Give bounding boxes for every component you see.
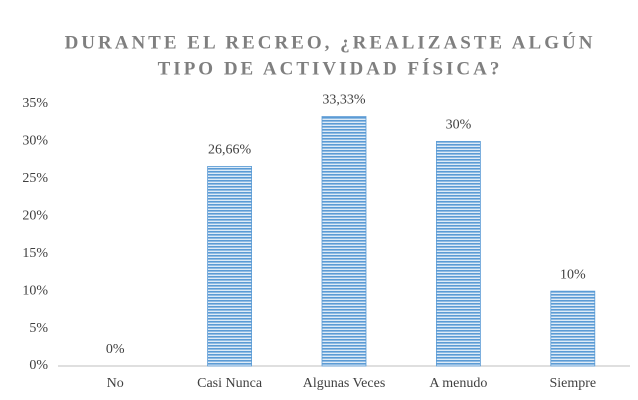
data-label: 30% — [446, 118, 472, 133]
data-label: 0% — [106, 342, 125, 357]
y-tick-label: 15% — [22, 246, 48, 261]
bar — [207, 166, 253, 367]
y-tick-label: 20% — [22, 209, 48, 224]
y-tick-label: 30% — [22, 134, 48, 149]
y-tick-label: 35% — [22, 96, 48, 111]
chart-title: DURANTE EL RECREO, ¿REALIZASTE ALGÚN — [65, 31, 596, 53]
x-tick-label: Siempre — [549, 376, 596, 391]
y-tick-label: 5% — [29, 321, 48, 336]
y-tick-label: 10% — [22, 283, 48, 298]
data-label: 33,33% — [322, 93, 366, 108]
y-tick-label: 0% — [29, 358, 48, 373]
data-label: 10% — [560, 267, 586, 282]
bar — [435, 141, 481, 367]
bar — [321, 116, 367, 367]
chart-title: TIPO DE ACTIVIDAD FÍSICA? — [158, 57, 503, 79]
x-tick-label: A menudo — [429, 376, 487, 391]
data-label: 26,66% — [208, 143, 252, 158]
x-tick-label: Casi Nunca — [197, 376, 263, 391]
y-tick-label: 25% — [22, 171, 48, 186]
x-tick-label: Algunas Veces — [303, 376, 386, 391]
bar — [550, 290, 596, 367]
x-tick-label: No — [107, 376, 124, 391]
